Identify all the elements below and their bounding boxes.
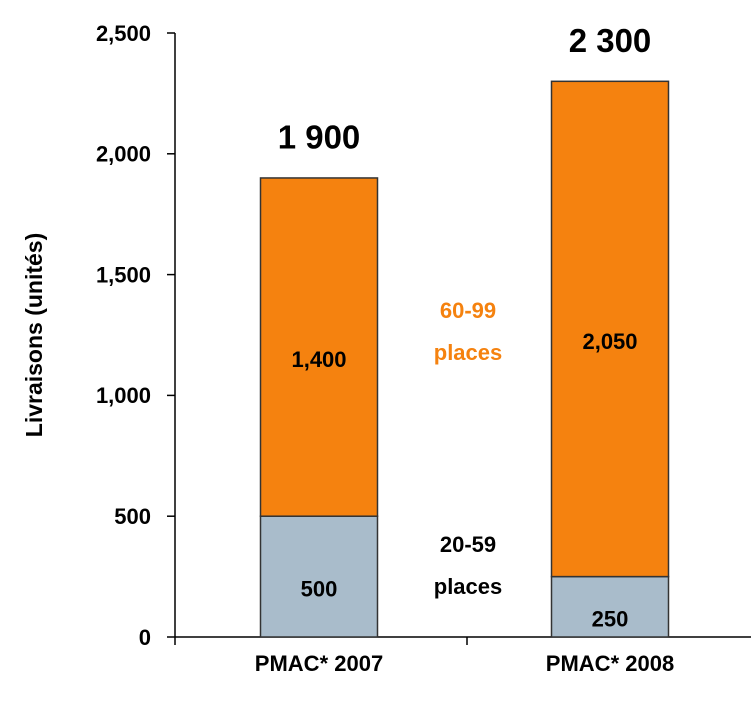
y-tick-label: 2,000 xyxy=(96,142,151,167)
y-tick-label: 1,000 xyxy=(96,383,151,408)
total-label: 2 300 xyxy=(569,22,652,59)
total-label: 1 900 xyxy=(278,119,361,156)
value-label: 500 xyxy=(301,576,338,601)
value-label: 250 xyxy=(592,607,629,632)
bar-segment xyxy=(259,177,379,517)
y-tick-label: 500 xyxy=(114,504,151,529)
legend-label: 20-59 places xyxy=(434,532,503,599)
y-tick-label: 0 xyxy=(139,625,151,650)
legend-label: 60-99 places xyxy=(434,298,503,365)
y-axis-label: Livraisons (unités) xyxy=(21,233,47,437)
y-tick-label: 2,500 xyxy=(96,21,151,46)
bar-segment xyxy=(550,575,670,638)
x-tick-label: PMAC* 2007 xyxy=(255,651,383,676)
x-tick-label: PMAC* 2008 xyxy=(546,651,674,676)
value-label: 1,400 xyxy=(291,347,346,372)
bar-segment xyxy=(550,80,670,578)
y-tick-label: 1,500 xyxy=(96,262,151,287)
value-label: 2,050 xyxy=(582,329,637,354)
